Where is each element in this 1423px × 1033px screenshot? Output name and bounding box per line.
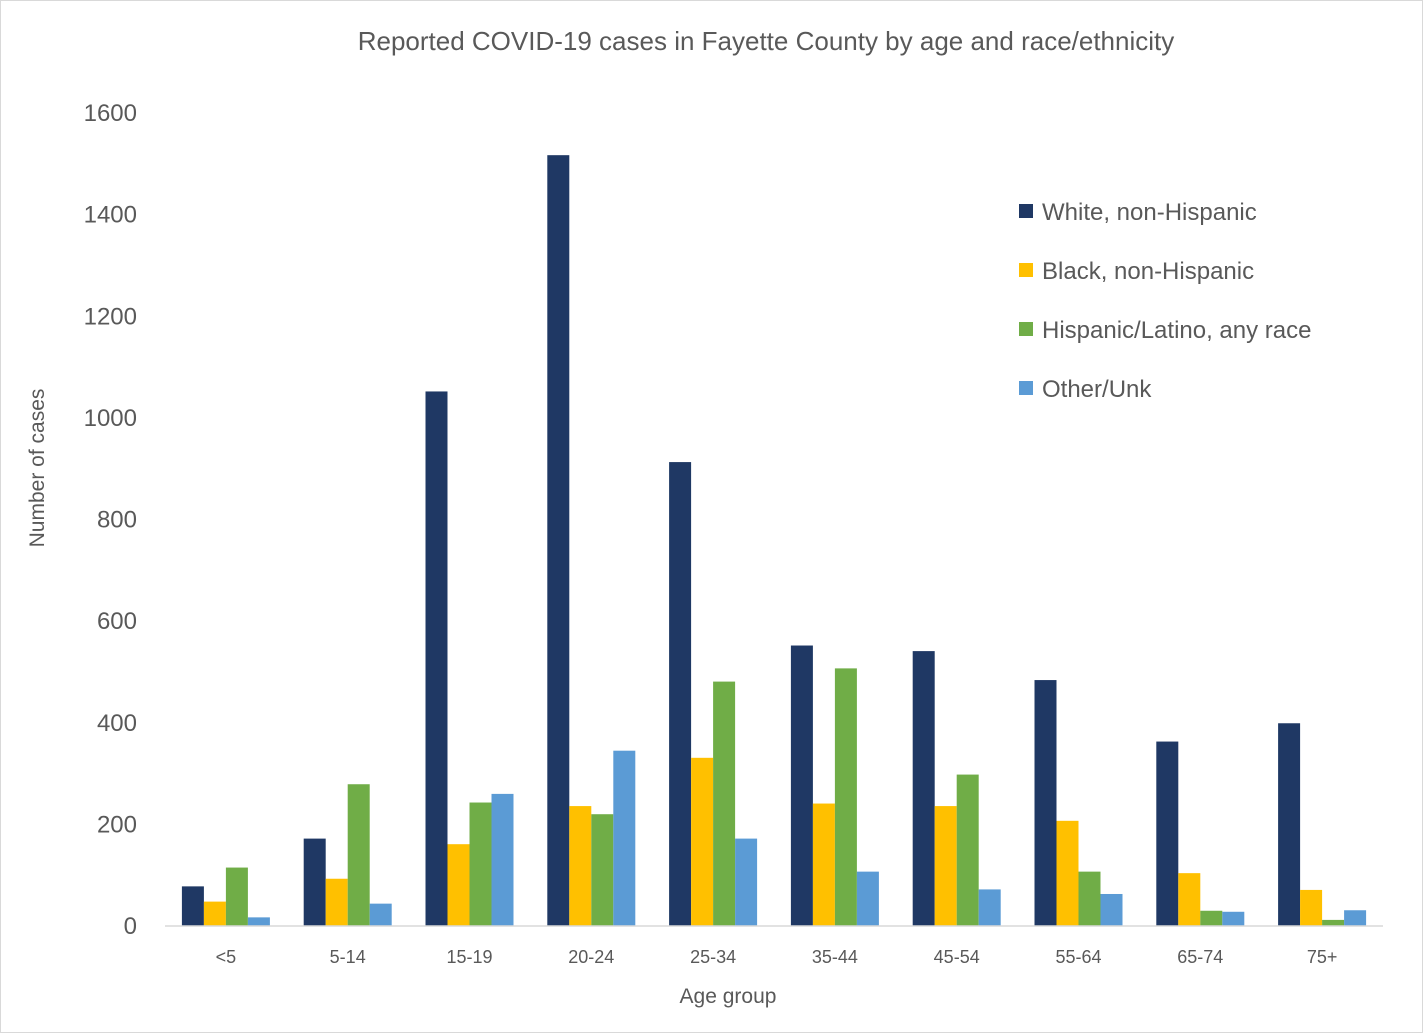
bar-3-2 — [347, 784, 370, 926]
bar-2-2 — [325, 878, 348, 926]
bar-3-1 — [225, 867, 248, 926]
y-tick-label: 1600 — [84, 100, 137, 127]
bars-group — [181, 155, 1367, 926]
bar-3-4 — [591, 814, 614, 926]
bar-4-1 — [247, 917, 270, 926]
legend-label-3: Hispanic/Latino, any race — [1042, 317, 1311, 344]
bar-2-6 — [812, 803, 835, 926]
bar-2-3 — [447, 844, 470, 926]
legend-label-4: Other/Unk — [1042, 376, 1152, 403]
bar-2-7 — [934, 806, 957, 926]
x-tick-label: 65-74 — [1177, 947, 1223, 967]
legend-swatch-1 — [1019, 204, 1033, 218]
bar-2-4 — [569, 806, 592, 926]
x-axis-ticks: <5 5-14 15-19 20-24 25-34 35-44 45-54 55-64 65-7… — [216, 947, 1338, 967]
y-tick-label: 1400 — [84, 202, 137, 229]
bar-1-6 — [790, 645, 813, 926]
y-axis-title: Number of cases — [26, 389, 49, 548]
bar-4-2 — [369, 903, 392, 926]
chart-title: Reported COVID-19 cases in Fayette Count… — [358, 26, 1175, 56]
bar-4-6 — [856, 871, 879, 926]
bar-3-10 — [1322, 919, 1345, 926]
y-tick-label: 800 — [97, 507, 137, 534]
bar-4-9 — [1222, 911, 1245, 926]
x-tick-label: <5 — [216, 947, 237, 967]
bar-4-8 — [1100, 893, 1123, 926]
bar-3-6 — [834, 668, 857, 926]
bar-1-5 — [669, 462, 692, 926]
x-axis-title: Age group — [680, 985, 777, 1008]
bar-2-1 — [203, 901, 226, 926]
x-tick-label: 55-64 — [1055, 947, 1101, 967]
bar-1-2 — [303, 838, 326, 926]
x-tick-label: 15-19 — [446, 947, 492, 967]
bar-3-8 — [1078, 871, 1101, 926]
legend-swatch-2 — [1019, 263, 1033, 277]
bar-1-3 — [425, 391, 448, 926]
legend-label-1: White, non-Hispanic — [1042, 199, 1257, 226]
bar-4-10 — [1344, 910, 1367, 926]
bar-4-5 — [735, 838, 758, 926]
bar-1-1 — [181, 886, 204, 926]
legend-swatch-4 — [1019, 381, 1033, 395]
x-tick-label: 75+ — [1307, 947, 1338, 967]
x-tick-label: 5-14 — [330, 947, 366, 967]
bar-3-5 — [713, 681, 736, 926]
y-axis-ticks: 0 200 400 600 800 1000 1200 1400 1600 — [84, 100, 137, 940]
y-tick-label: 1200 — [84, 303, 137, 330]
bar-1-4 — [547, 155, 570, 926]
x-tick-label: 20-24 — [568, 947, 614, 967]
bar-2-10 — [1300, 889, 1323, 926]
x-tick-label: 45-54 — [934, 947, 980, 967]
bar-1-7 — [912, 651, 935, 926]
bar-1-10 — [1278, 723, 1301, 926]
legend-swatch-3 — [1019, 322, 1033, 336]
legend-label-2: Black, non-Hispanic — [1042, 258, 1254, 285]
bar-3-7 — [956, 774, 979, 926]
bar-2-8 — [1056, 820, 1079, 926]
bar-2-9 — [1178, 873, 1201, 926]
bar-4-4 — [613, 750, 636, 926]
bar-3-3 — [469, 802, 492, 926]
bar-1-9 — [1156, 741, 1179, 926]
bar-2-5 — [691, 757, 714, 926]
legend: White, non-Hispanic Black, non-Hispanic Hi… — [1019, 199, 1311, 403]
bar-3-9 — [1200, 910, 1223, 926]
x-tick-label: 35-44 — [812, 947, 858, 967]
y-tick-label: 400 — [97, 710, 137, 737]
bar-1-8 — [1034, 680, 1057, 926]
y-tick-label: 200 — [97, 811, 137, 838]
y-tick-label: 0 — [124, 913, 137, 940]
bar-4-7 — [978, 889, 1001, 926]
x-tick-label: 25-34 — [690, 947, 736, 967]
bar-4-3 — [491, 793, 514, 926]
y-tick-label: 600 — [97, 608, 137, 635]
y-tick-label: 1000 — [84, 405, 137, 432]
